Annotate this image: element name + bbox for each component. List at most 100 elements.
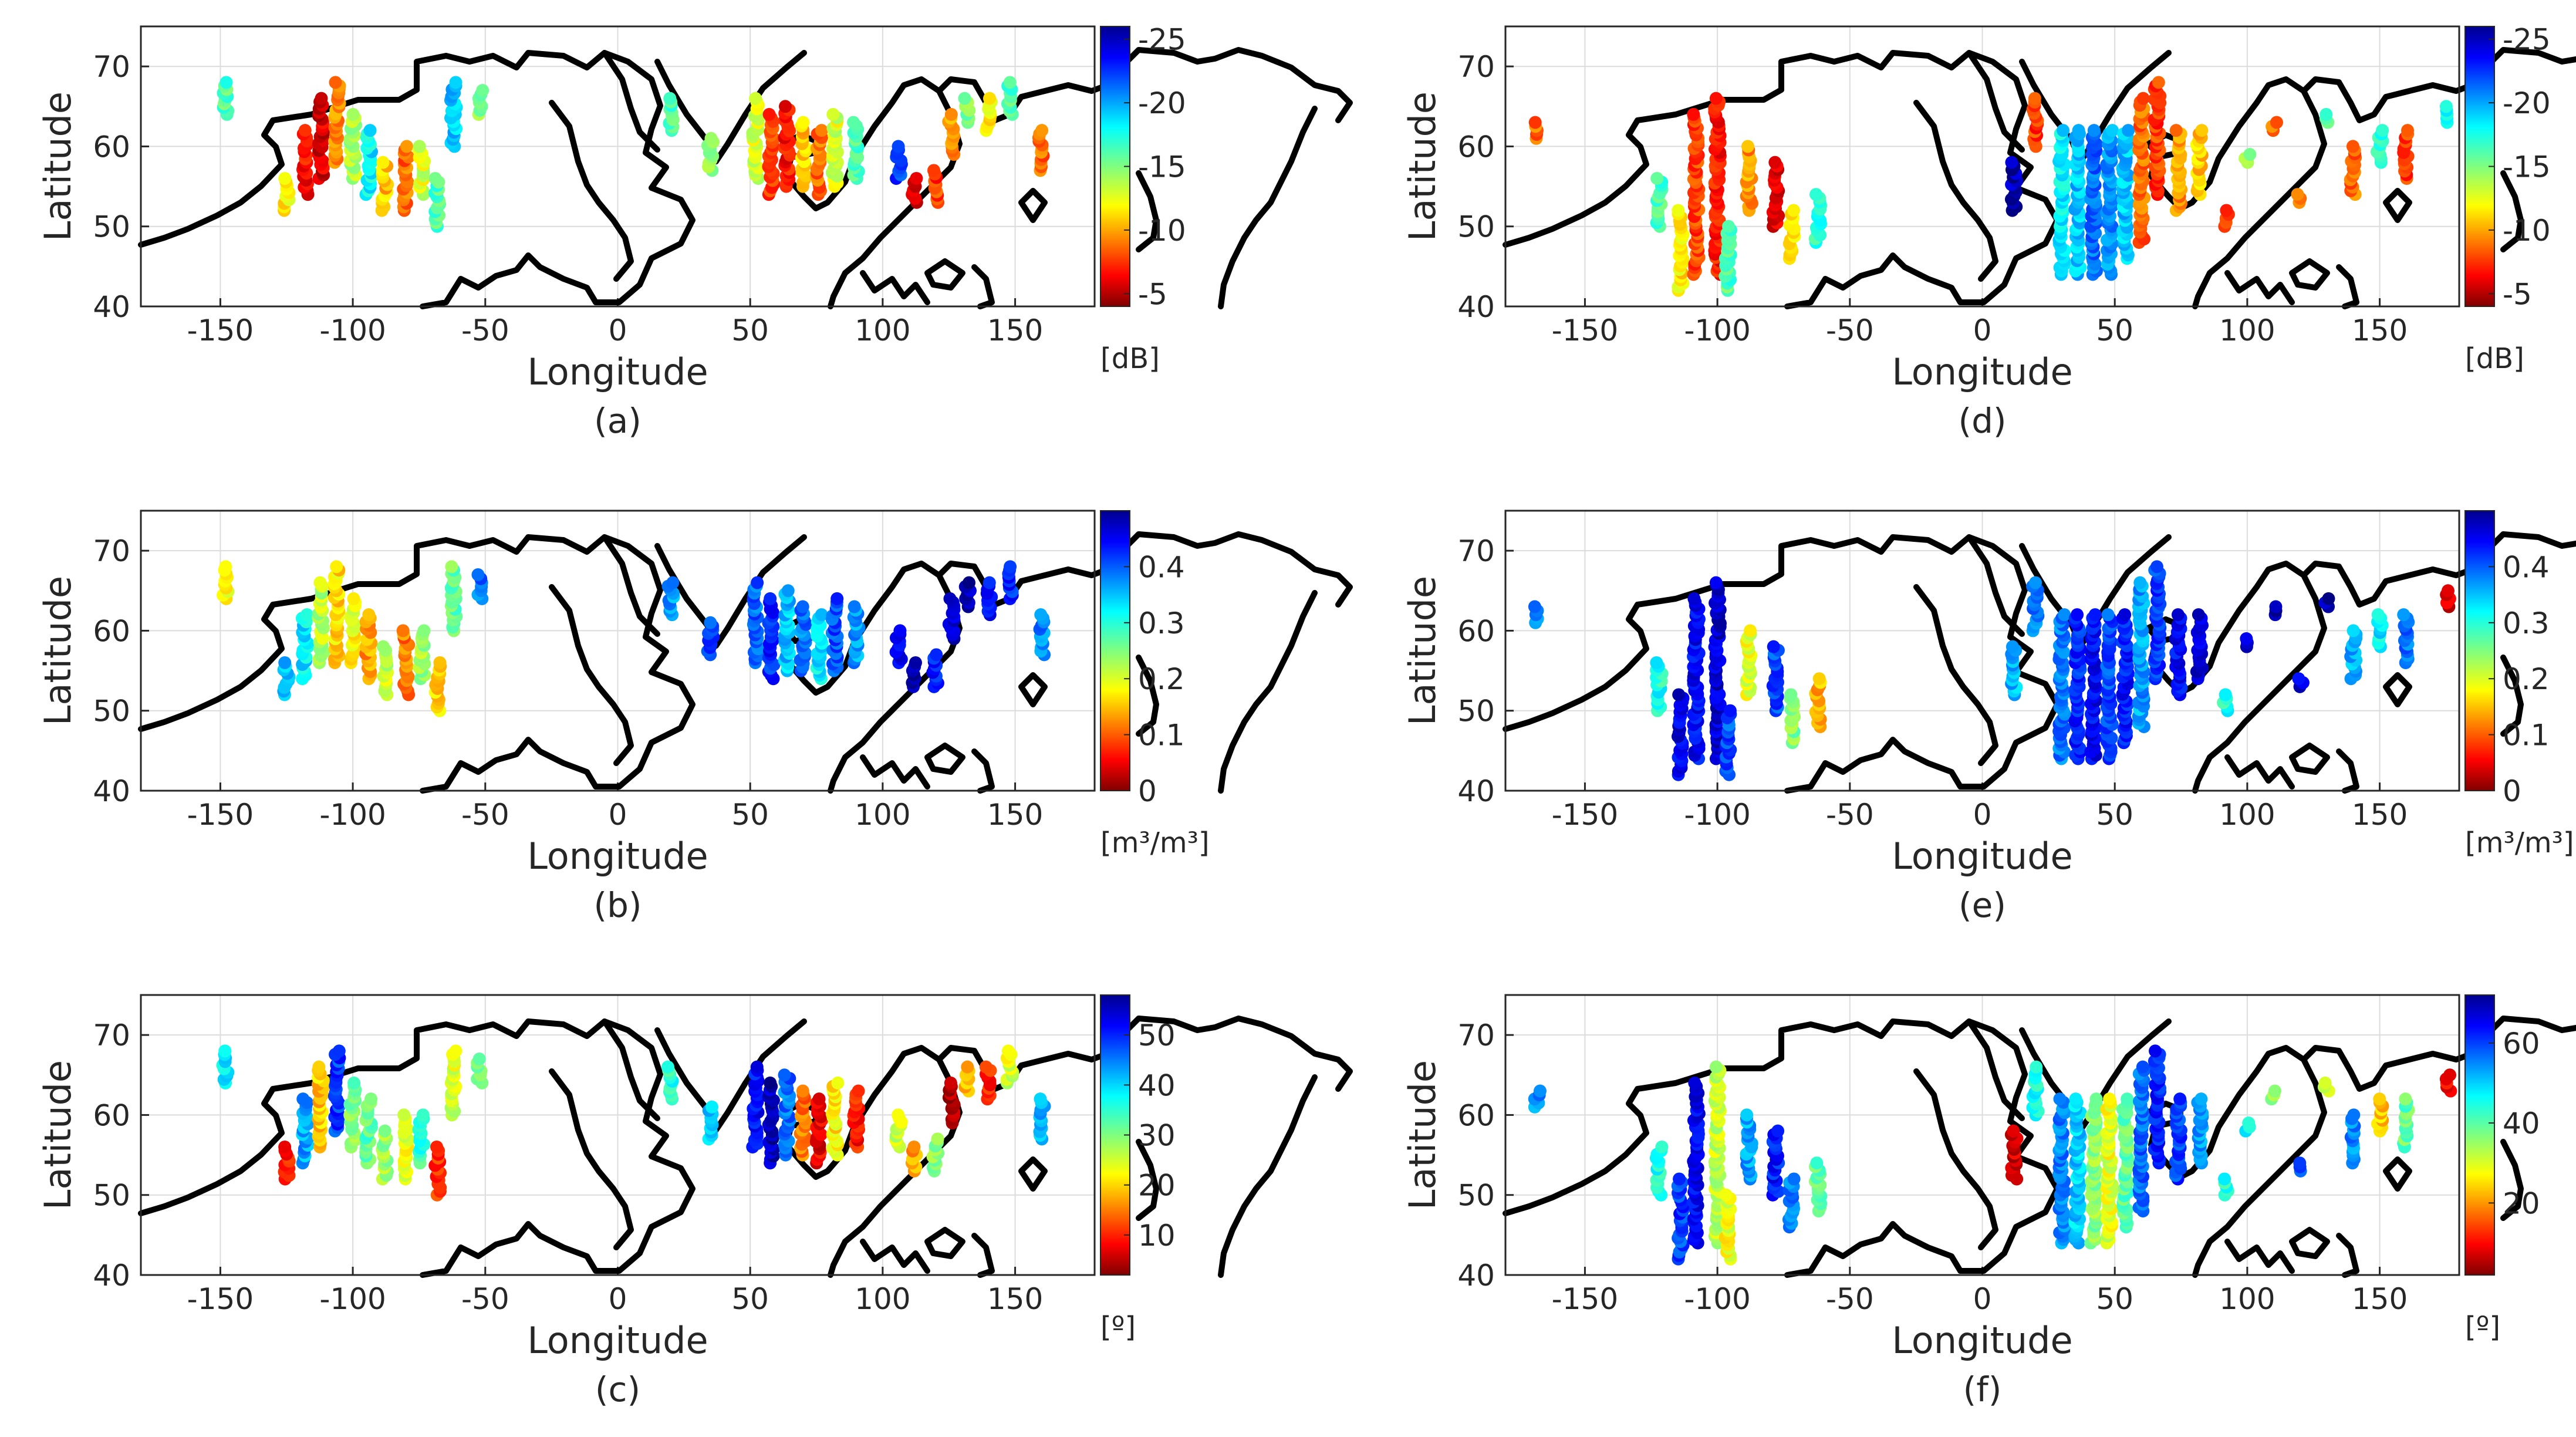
data-point	[2376, 124, 2389, 137]
colorbar-tick-label: 0.2	[1138, 662, 1185, 696]
data-point	[2169, 124, 2183, 137]
track-2	[296, 1092, 315, 1170]
data-point	[2320, 107, 2333, 121]
data-point	[396, 624, 410, 637]
track-22	[889, 624, 908, 669]
track-27	[2371, 1092, 2389, 1138]
track-21	[2218, 1172, 2234, 1202]
data-point	[892, 140, 905, 153]
track-22	[889, 1108, 908, 1153]
data-point	[1673, 1172, 1686, 1186]
data-point	[2291, 188, 2304, 201]
x-tick-label: 0	[1973, 798, 1992, 832]
track-7	[376, 1124, 394, 1186]
track-28	[2397, 608, 2415, 669]
data-point	[218, 1044, 232, 1058]
track-0	[217, 560, 235, 605]
data-point	[961, 1060, 974, 1074]
track-1	[1650, 171, 1669, 233]
track-15	[2100, 608, 2119, 765]
y-tick-label: 40	[93, 774, 130, 808]
data-point	[815, 124, 828, 137]
data-point	[2243, 148, 2257, 161]
x-tick-label: 50	[2096, 313, 2133, 348]
track-14	[2084, 608, 2103, 765]
track-26	[2344, 624, 2363, 686]
data-point	[2373, 1092, 2386, 1106]
panel-e: -150 -100 -50 0 50 100 150 40 50 60 70 Longitude Lat…	[1401, 510, 2576, 925]
data-point	[983, 576, 996, 589]
track-28	[1002, 560, 1019, 605]
data-point	[2136, 1060, 2149, 1074]
data-point	[2195, 1092, 2208, 1106]
track-29	[2440, 584, 2456, 613]
data-point	[1771, 1124, 1785, 1138]
track-16	[762, 592, 781, 686]
track-4	[1708, 576, 1727, 765]
data-point	[220, 76, 233, 89]
track-20	[825, 107, 844, 193]
x-tick-label: -50	[461, 313, 509, 348]
colorbar: 50 40 30 20 10 [º]	[1100, 994, 1176, 1344]
x-tick-label: 0	[609, 1282, 627, 1316]
data-point	[2150, 560, 2163, 574]
x-tick-label: -150	[1552, 313, 1618, 348]
track-19	[2169, 1092, 2187, 1186]
x-tick-label: 0	[1973, 313, 1992, 348]
track-12	[2052, 608, 2071, 765]
x-tick-label: -50	[1826, 798, 1874, 832]
track-14	[2084, 124, 2103, 281]
y-axis-label: Latitude	[1401, 1060, 1444, 1210]
track-10	[2004, 1124, 2024, 1186]
data-point	[2106, 124, 2119, 137]
track-15	[746, 1060, 765, 1153]
data-point	[1709, 92, 1723, 105]
x-tick-label: -100	[1684, 1282, 1750, 1316]
y-tick-label: 70	[1457, 1018, 1495, 1053]
data-point	[831, 1076, 845, 1089]
x-tick-label: -50	[461, 798, 509, 832]
data-point	[449, 76, 462, 89]
x-tick-label: -100	[1684, 313, 1750, 348]
track-19	[2169, 124, 2188, 217]
track-0	[217, 76, 235, 121]
data-point	[1650, 171, 1664, 185]
track-10	[428, 171, 447, 233]
x-tick-label: 100	[2219, 313, 2275, 348]
track-13	[2068, 124, 2087, 281]
data-point	[312, 1060, 326, 1074]
plot-frame	[140, 994, 1096, 1276]
data-point	[2087, 124, 2101, 137]
track-24	[2293, 1156, 2307, 1178]
track-0	[1528, 116, 1544, 145]
x-tick-label: -150	[1552, 798, 1618, 832]
data-point	[378, 1124, 391, 1138]
track-13	[2068, 1092, 2087, 1250]
x-tick-label: 150	[987, 1282, 1043, 1316]
data-point	[963, 576, 976, 589]
track-15	[746, 92, 765, 185]
data-point	[764, 592, 777, 605]
track-26	[958, 1060, 975, 1098]
data-point	[2149, 1044, 2162, 1058]
track-4	[328, 76, 346, 169]
data-point	[1723, 704, 1737, 717]
data-point	[764, 1076, 777, 1089]
track-8	[396, 624, 416, 701]
track-13	[2068, 608, 2087, 765]
track-22	[2239, 1116, 2256, 1138]
data-point	[2007, 1124, 2020, 1138]
data-point	[347, 592, 360, 605]
track-25	[942, 107, 961, 161]
track-10	[2005, 640, 2023, 701]
x-axis-label: Longitude	[527, 835, 708, 878]
data-point	[471, 568, 485, 582]
track-3	[312, 576, 330, 669]
data-point	[1688, 1076, 1701, 1089]
data-point	[2439, 100, 2453, 113]
y-tick-label: 60	[1457, 614, 1495, 648]
data-point	[219, 560, 232, 574]
y-tick-label: 70	[93, 534, 130, 568]
track-4	[1708, 92, 1727, 281]
track-21	[2217, 688, 2234, 717]
